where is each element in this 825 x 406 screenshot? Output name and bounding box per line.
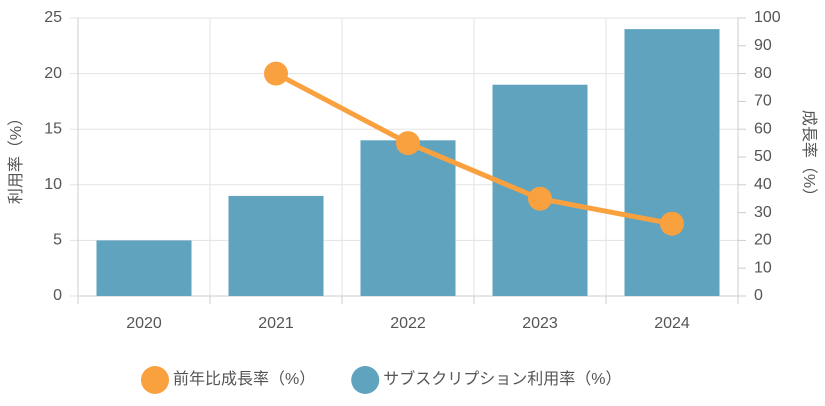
line-marker (396, 131, 420, 156)
x-tick-label: 2020 (126, 315, 162, 332)
x-tick-label: 2022 (390, 315, 426, 332)
y2-tick-label: 70 (754, 93, 772, 110)
legend-marker (351, 366, 380, 394)
y2-tick-label: 10 (754, 259, 772, 276)
y-tick-label: 25 (44, 9, 62, 26)
y2-tick-label: 100 (754, 9, 781, 26)
legend-label: サブスクリプション利用率（%） (383, 369, 621, 388)
line-marker (528, 186, 552, 211)
bar (96, 240, 192, 296)
y-tick-label: 10 (44, 176, 62, 193)
y2-axis-label: 成長率（%） (800, 110, 818, 204)
y2-tick-label: 90 (754, 37, 772, 54)
y-tick-label: 15 (44, 120, 62, 137)
line (274, 71, 673, 227)
y2-tick-label: 30 (754, 204, 772, 221)
y-tick-label: 20 (44, 65, 62, 82)
bar (228, 195, 324, 296)
y-tick-label: 0 (53, 287, 62, 304)
legend-marker (141, 366, 169, 394)
bar (360, 140, 456, 296)
y2-tick-label: 60 (754, 120, 772, 137)
x-tick-label: 2021 (258, 315, 294, 332)
legend-label: 前年比成長率（%） (173, 370, 315, 388)
line-marker (660, 211, 684, 236)
x-tick-label: 2023 (522, 315, 558, 332)
y2-tick-label: 50 (754, 148, 772, 165)
y2-tick-label: 40 (754, 176, 772, 193)
y2-tick-label: 0 (754, 287, 763, 304)
y2-tick-label: 80 (754, 65, 772, 82)
bar (624, 29, 720, 297)
line-marker (264, 61, 288, 86)
x-tick-label: 2024 (654, 315, 690, 332)
y-tick-label: 5 (53, 232, 62, 249)
y-axis-label: 利用率（%） (7, 110, 25, 204)
y2-tick-label: 20 (754, 232, 772, 249)
